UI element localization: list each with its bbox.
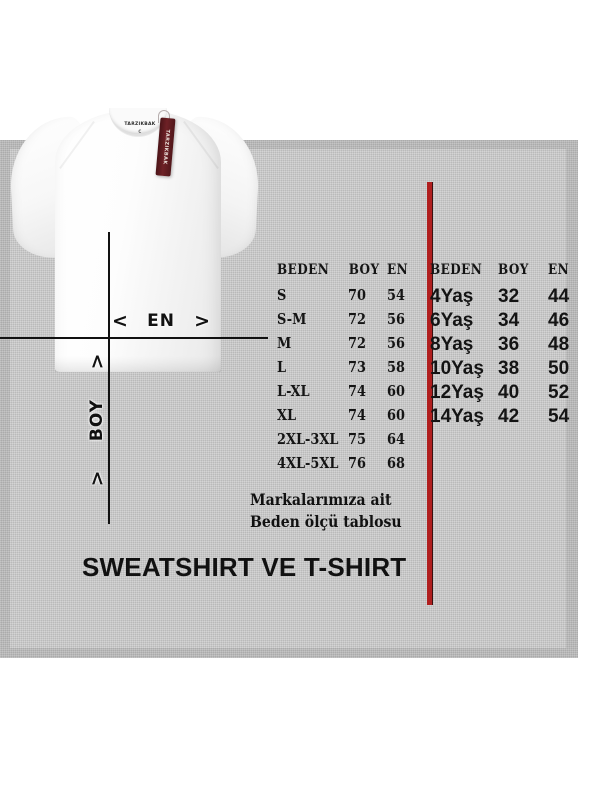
adult-table-cell: S-M xyxy=(277,310,307,328)
adult-table-cell: 68 xyxy=(387,454,405,472)
kids-table-row: 12Yaş 40 52 xyxy=(430,382,590,406)
adult-table-row: S 70 54 xyxy=(277,286,422,310)
kids-table-cell: 52 xyxy=(548,382,570,403)
adult-table-row: XL 74 60 xyxy=(277,406,422,430)
adult-table-row: S-M 72 56 xyxy=(277,310,422,334)
adult-table-header-cell: BEDEN xyxy=(277,262,330,278)
adult-table-header-cell: BOY xyxy=(348,262,380,278)
adult-table-cell: L-XL xyxy=(277,382,310,400)
kids-table-cell: 32 xyxy=(498,286,520,307)
adult-table-cell: 56 xyxy=(386,310,405,328)
kids-table-cell: 50 xyxy=(548,358,570,379)
adult-table-cell: 76 xyxy=(348,454,367,472)
kids-table-row: 4Yaş 32 44 xyxy=(430,286,590,310)
kids-table-cell: 12Yaş xyxy=(430,382,484,403)
arrow-left-icon: < xyxy=(112,309,128,332)
adult-table-cell: 72 xyxy=(347,334,366,352)
adult-table-cell: S xyxy=(277,286,287,304)
adult-table-cell: 70 xyxy=(347,286,366,304)
neck-brand-text: TARZIKBAK xyxy=(124,122,156,127)
arrow-right-icon: > xyxy=(194,309,210,332)
neck-size-text: C xyxy=(138,128,142,134)
kids-table-cell: 44 xyxy=(548,286,570,307)
kids-table-cell: 10Yaş xyxy=(430,358,484,379)
kids-table-header-cell: EN xyxy=(548,262,570,278)
adult-table-header-cell: EN xyxy=(387,262,409,278)
adult-table-cell: 73 xyxy=(347,358,366,376)
caption-line-2: Beden ölçü tablosu xyxy=(250,511,402,531)
kids-table-header-cell: BEDEN xyxy=(430,262,483,278)
length-label-text: BOY xyxy=(87,398,107,442)
width-label-text: EN xyxy=(147,311,175,331)
kids-table-cell: 54 xyxy=(548,406,570,427)
adult-table-cell: 54 xyxy=(386,286,405,304)
caption-line-1: Markalarımıza ait xyxy=(250,490,392,509)
kids-table-header-row: BEDEN BOY EN xyxy=(430,262,590,286)
hang-tag-text: TARZIKBAK xyxy=(160,129,171,165)
adult-table-row: M 72 56 xyxy=(277,334,422,358)
adult-table-row: L 73 58 xyxy=(277,358,422,382)
adult-table-row: 4XL-5XL 76 68 xyxy=(277,454,422,478)
adult-table-cell: 4XL-5XL xyxy=(277,454,339,472)
adult-table-cell: 64 xyxy=(387,430,405,448)
adult-size-table: BEDEN BOY EN S 70 54 S-M 72 56 M 72 56 L 73 58 L-XL 74 60… xyxy=(277,262,422,478)
adult-table-cell: 56 xyxy=(386,334,405,352)
adult-table-cell: 2XL-3XL xyxy=(277,430,339,448)
neck-brand-label: TARZIKBAK C xyxy=(118,122,162,135)
arrow-down-icon: < xyxy=(86,470,109,487)
kids-table-row: 10Yaş 38 50 xyxy=(430,358,590,382)
width-measurement-label: < EN > xyxy=(112,311,210,331)
kids-table-cell: 38 xyxy=(498,358,520,379)
adult-table-cell: 74 xyxy=(347,382,366,400)
adult-table-cell: M xyxy=(277,334,292,352)
kids-table-row: 6Yaş 34 46 xyxy=(430,310,590,334)
tshirt-body xyxy=(55,110,221,372)
kids-table-cell: 42 xyxy=(498,406,520,427)
adult-table-cell: 75 xyxy=(348,430,367,448)
adult-table-cell: 58 xyxy=(386,358,405,376)
page-title: SWEATSHIRT VE T-SHIRT xyxy=(82,552,407,582)
adult-table-cell: 60 xyxy=(386,406,405,424)
kids-table-row: 14Yaş 42 54 xyxy=(430,406,590,430)
kids-table-cell: 46 xyxy=(548,310,570,331)
tshirt-photo: TARZIKBAK C TARZIKBAK xyxy=(7,102,262,380)
adult-table-cell: L xyxy=(277,358,287,376)
adult-table-cell: 60 xyxy=(386,382,405,400)
kids-table-cell: 40 xyxy=(498,382,520,403)
kids-table-cell: 8Yaş xyxy=(430,334,474,355)
arrow-up-icon: < xyxy=(86,353,109,370)
kids-size-table: BEDEN BOY EN 4Yaş 32 44 6Yaş 34 46 8Yaş 36 48 10Yaş 3… xyxy=(430,262,590,430)
kids-table-cell: 34 xyxy=(498,310,520,331)
kids-table-cell: 48 xyxy=(548,334,570,355)
kids-table-cell: 4Yaş xyxy=(430,286,474,307)
kids-table-cell: 14Yaş xyxy=(430,406,484,427)
kids-table-header-cell: BOY xyxy=(498,262,529,278)
caption-block: Markalarımıza ait Beden ölçü tablosu xyxy=(250,489,402,532)
length-guide-line xyxy=(108,232,110,524)
adult-table-cell: 72 xyxy=(347,310,366,328)
chart-background xyxy=(0,140,578,658)
adult-table-header-row: BEDEN BOY EN xyxy=(277,262,422,286)
width-guide-line xyxy=(0,337,268,339)
hang-tag-string xyxy=(158,110,170,123)
adult-table-cell: 74 xyxy=(347,406,366,424)
adult-table-row: 2XL-3XL 75 64 xyxy=(277,430,422,454)
adult-table-row: L-XL 74 60 xyxy=(277,382,422,406)
table-divider xyxy=(427,182,433,605)
adult-table-cell: XL xyxy=(277,406,297,424)
length-measurement-label: < BOY < xyxy=(84,352,110,488)
kids-table-cell: 6Yaş xyxy=(430,310,474,331)
kids-table-cell: 36 xyxy=(498,334,520,355)
kids-table-row: 8Yaş 36 48 xyxy=(430,334,590,358)
